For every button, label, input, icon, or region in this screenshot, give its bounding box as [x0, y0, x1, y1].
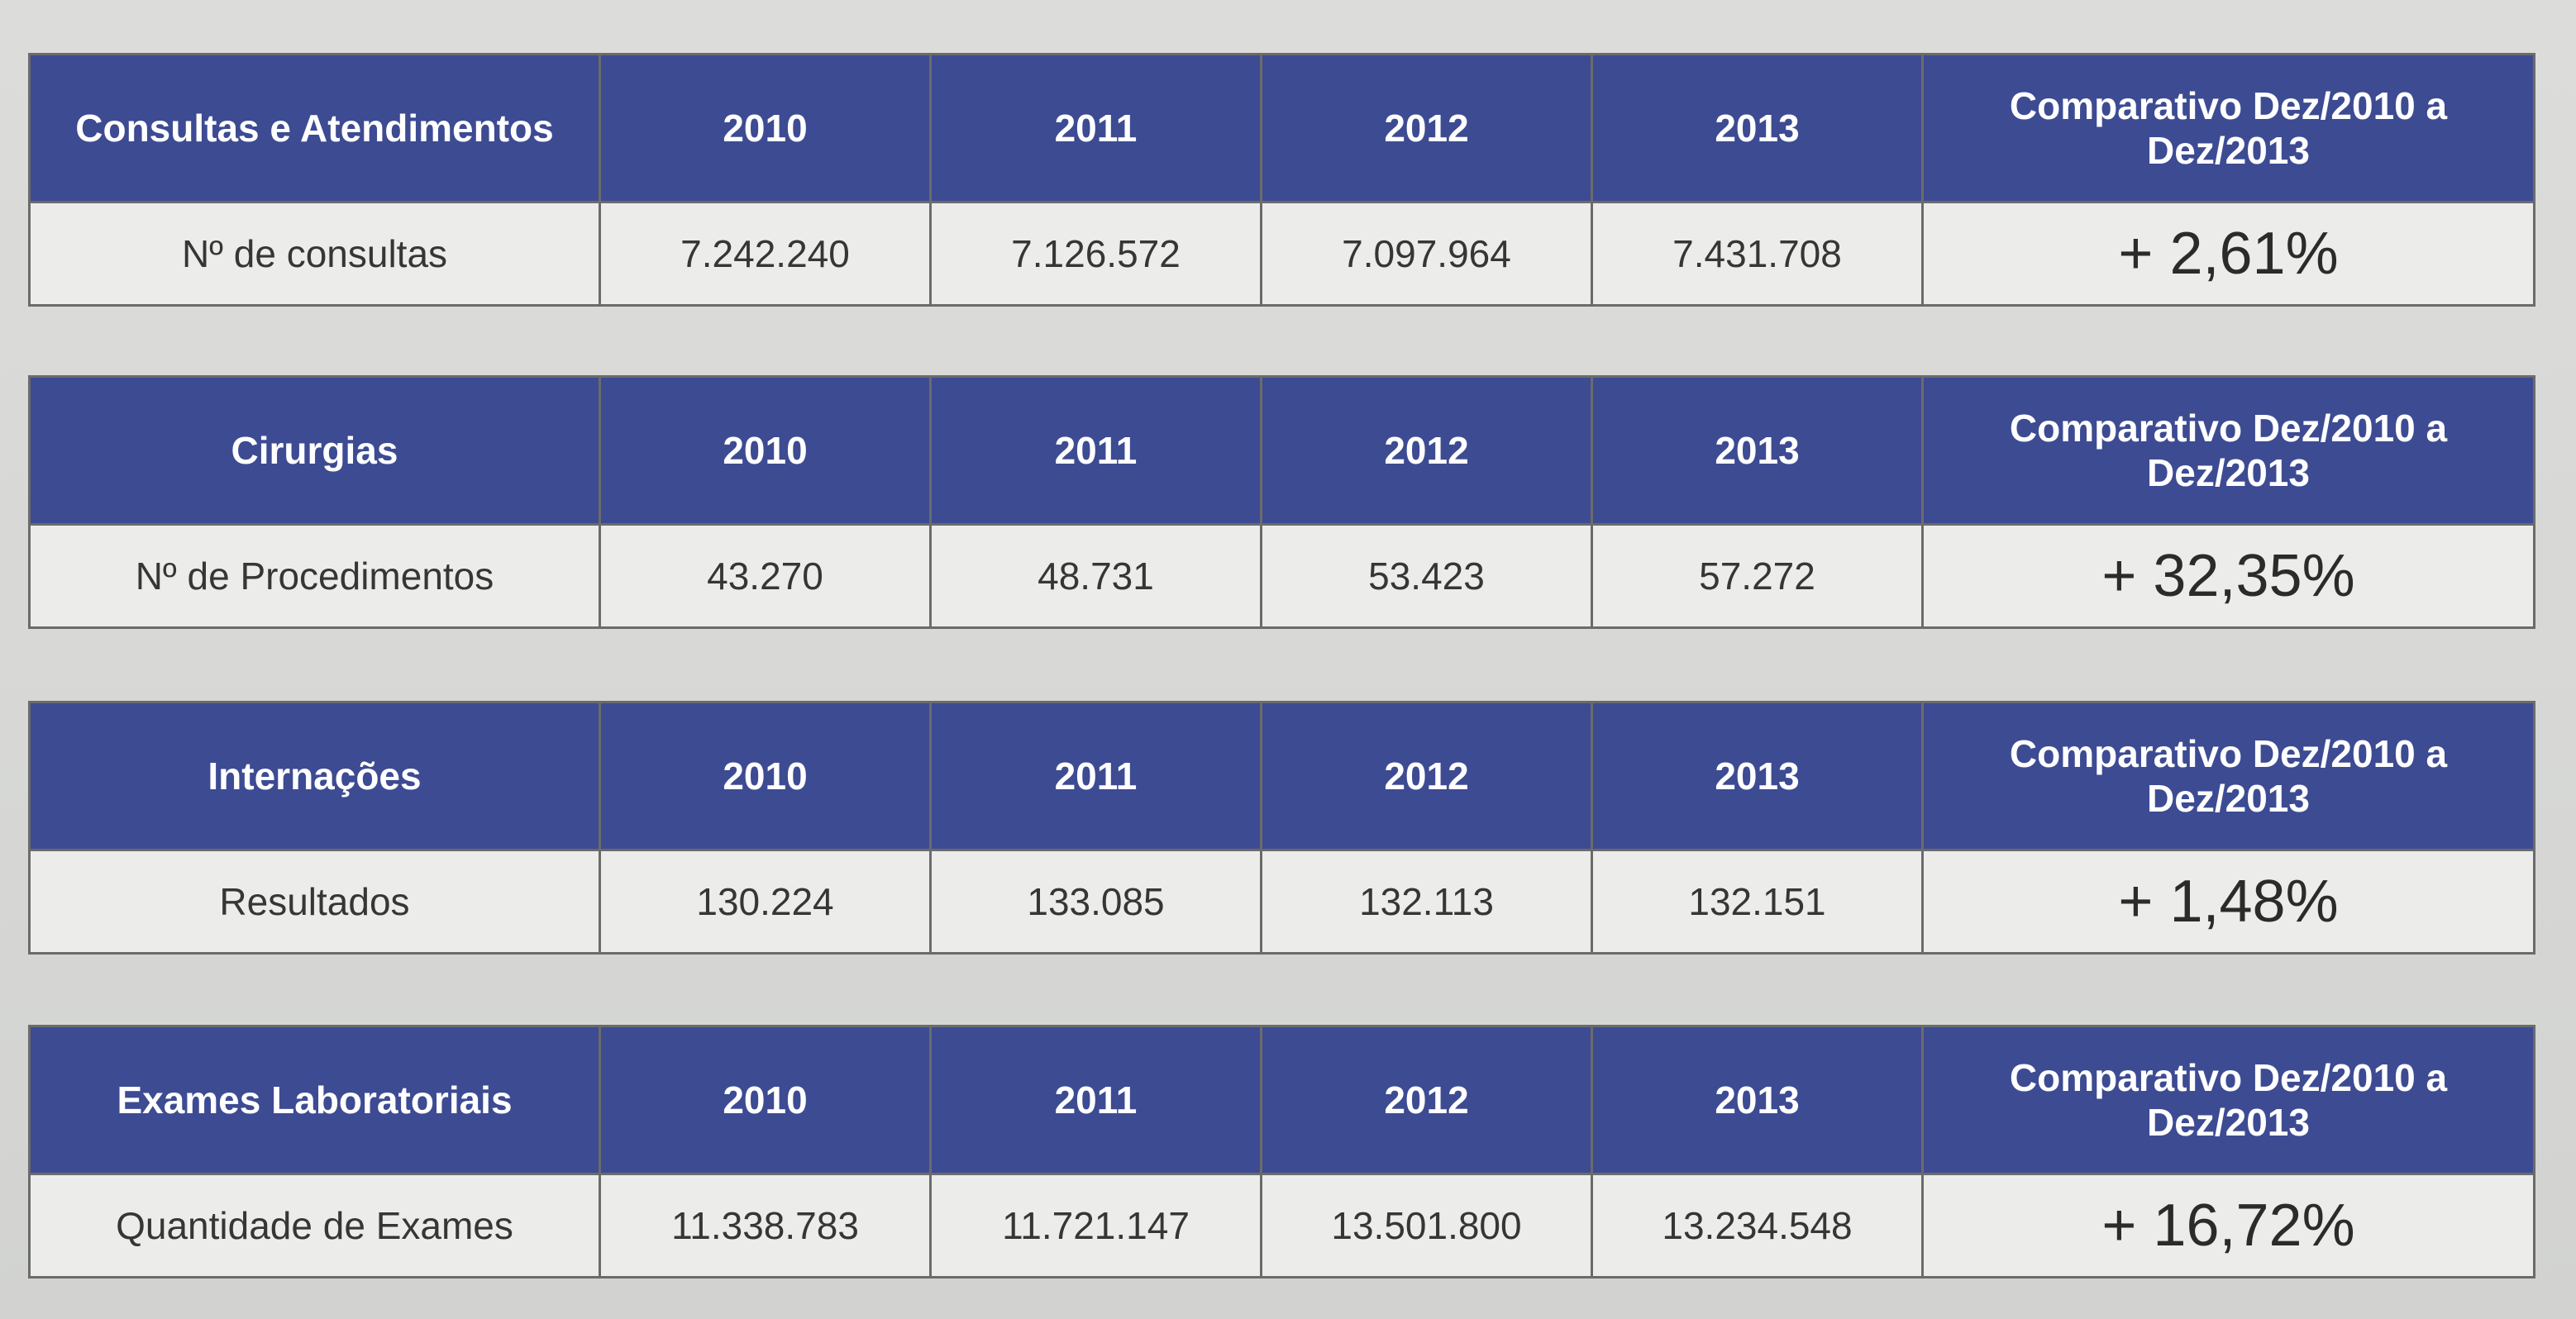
- value-cell: 11.721.147: [929, 1173, 1262, 1279]
- year-header: 2011: [929, 701, 1262, 851]
- exames-table: Exames Laboratoriais 2010 2011 2012 2013…: [28, 1025, 2535, 1279]
- year-header: 2013: [1591, 53, 1924, 203]
- value-cell: 132.151: [1591, 849, 1924, 955]
- consultas-table: Consultas e Atendimentos 2010 2011 2012 …: [28, 53, 2535, 307]
- category-header: Cirurgias: [28, 375, 601, 526]
- value-cell: 133.085: [929, 849, 1262, 955]
- value-cell: 130.224: [599, 849, 932, 955]
- year-header: 2010: [599, 701, 932, 851]
- table-row: Nº de Procedimentos 43.270 48.731 53.423…: [28, 523, 2535, 629]
- value-cell: 48.731: [929, 523, 1262, 629]
- year-header: 2013: [1591, 375, 1924, 526]
- value-cell: 7.097.964: [1260, 201, 1593, 307]
- year-header: 2013: [1591, 701, 1924, 851]
- year-header: 2012: [1260, 1025, 1593, 1175]
- row-label: Quantidade de Exames: [28, 1173, 601, 1279]
- header-row: Internações 2010 2011 2012 2013 Comparat…: [28, 701, 2535, 851]
- year-header: 2013: [1591, 1025, 1924, 1175]
- year-header: 2010: [599, 375, 932, 526]
- table-row: Resultados 130.224 133.085 132.113 132.1…: [28, 849, 2535, 955]
- comparison-header: Comparativo Dez/2010 a Dez/2013: [1921, 375, 2535, 526]
- value-cell: 13.501.800: [1260, 1173, 1593, 1279]
- year-header: 2011: [929, 1025, 1262, 1175]
- year-header: 2011: [929, 53, 1262, 203]
- comparison-value: + 32,35%: [1921, 523, 2535, 629]
- header-row: Consultas e Atendimentos 2010 2011 2012 …: [28, 53, 2535, 203]
- comparison-value: + 1,48%: [1921, 849, 2535, 955]
- header-row: Exames Laboratoriais 2010 2011 2012 2013…: [28, 1025, 2535, 1175]
- cirurgias-table: Cirurgias 2010 2011 2012 2013 Comparativ…: [28, 375, 2535, 629]
- row-label: Nº de consultas: [28, 201, 601, 307]
- value-cell: 57.272: [1591, 523, 1924, 629]
- comparison-value: + 16,72%: [1921, 1173, 2535, 1279]
- category-header: Exames Laboratoriais: [28, 1025, 601, 1175]
- value-cell: 11.338.783: [599, 1173, 932, 1279]
- header-row: Cirurgias 2010 2011 2012 2013 Comparativ…: [28, 375, 2535, 526]
- category-header: Internações: [28, 701, 601, 851]
- value-cell: 13.234.548: [1591, 1173, 1924, 1279]
- table-row: Nº de consultas 7.242.240 7.126.572 7.09…: [28, 201, 2535, 307]
- year-header: 2010: [599, 53, 932, 203]
- internacoes-table: Internações 2010 2011 2012 2013 Comparat…: [28, 701, 2535, 955]
- value-cell: 7.242.240: [599, 201, 932, 307]
- value-cell: 43.270: [599, 523, 932, 629]
- table-row: Quantidade de Exames 11.338.783 11.721.1…: [28, 1173, 2535, 1279]
- row-label: Resultados: [28, 849, 601, 955]
- category-header: Consultas e Atendimentos: [28, 53, 601, 203]
- comparison-header: Comparativo Dez/2010 a Dez/2013: [1921, 53, 2535, 203]
- year-header: 2012: [1260, 53, 1593, 203]
- value-cell: 7.431.708: [1591, 201, 1924, 307]
- value-cell: 132.113: [1260, 849, 1593, 955]
- comparison-value: + 2,61%: [1921, 201, 2535, 307]
- year-header: 2011: [929, 375, 1262, 526]
- year-header: 2012: [1260, 375, 1593, 526]
- value-cell: 7.126.572: [929, 201, 1262, 307]
- comparison-header: Comparativo Dez/2010 a Dez/2013: [1921, 701, 2535, 851]
- row-label: Nº de Procedimentos: [28, 523, 601, 629]
- value-cell: 53.423: [1260, 523, 1593, 629]
- year-header: 2012: [1260, 701, 1593, 851]
- year-header: 2010: [599, 1025, 932, 1175]
- comparison-header: Comparativo Dez/2010 a Dez/2013: [1921, 1025, 2535, 1175]
